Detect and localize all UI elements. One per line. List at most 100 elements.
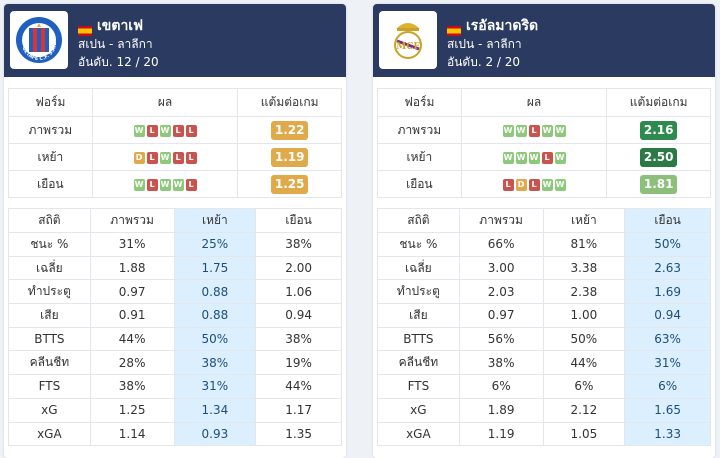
stat-value: 1.69 bbox=[624, 279, 711, 305]
stat-value: 31% bbox=[173, 374, 257, 399]
away-header: เยือน bbox=[255, 208, 342, 233]
form-row-label: เยือน bbox=[377, 170, 462, 198]
form-row-label: ภาพรวม bbox=[8, 116, 93, 144]
result-badge: W bbox=[554, 151, 566, 164]
stats-row: เสีย 0.91 0.88 0.94 bbox=[8, 303, 342, 328]
ppg-badge: 2.50 bbox=[639, 147, 678, 167]
stat-label: xG bbox=[8, 397, 91, 423]
getafe-crest-icon: GETAFE C.F. S.A.D. bbox=[14, 15, 62, 63]
stat-value: 2.00 bbox=[255, 255, 342, 281]
result-badge: W bbox=[502, 151, 514, 164]
stat-value: 1.33 bbox=[624, 421, 711, 447]
result-badge: L bbox=[172, 124, 184, 137]
league-name[interactable]: สเปน - ลาลีกา bbox=[447, 37, 522, 51]
stat-label: ชนะ % bbox=[377, 232, 460, 257]
stat-value: 2.38 bbox=[542, 279, 626, 305]
stat-value: 1.25 bbox=[89, 397, 175, 423]
team-name[interactable]: เขตาเฟ bbox=[97, 18, 144, 34]
stats-row: xG 1.89 2.12 1.65 bbox=[377, 397, 711, 423]
result-badge: L bbox=[528, 124, 540, 137]
overall-header: ภาพรวม bbox=[458, 208, 544, 233]
result-badge: D bbox=[133, 151, 145, 164]
stat-value: 0.88 bbox=[173, 303, 257, 328]
stats-row: เฉลี่ย 3.00 3.38 2.63 bbox=[377, 255, 711, 281]
stat-value: 38% bbox=[255, 326, 342, 352]
form-row-label: เหย้า bbox=[8, 143, 93, 171]
stat-label: ทำประตู bbox=[8, 279, 91, 305]
stat-value: 25% bbox=[173, 232, 257, 257]
team-card-getafe: GETAFE C.F. S.A.D. เขตาเฟ สเปน - ลาลีกา … bbox=[4, 4, 346, 458]
ppg-badge: 1.19 bbox=[270, 147, 309, 167]
team-rank: อันดับ. 2 / 20 bbox=[447, 55, 521, 69]
stat-value: 50% bbox=[542, 326, 626, 352]
stats-row: BTTS 56% 50% 63% bbox=[377, 326, 711, 352]
form-row-label: เยือน bbox=[8, 170, 93, 198]
stat-value: 6% bbox=[624, 374, 711, 399]
stat-value: 6% bbox=[458, 374, 544, 399]
result-badge: W bbox=[159, 178, 171, 191]
stat-value: 0.94 bbox=[255, 303, 342, 328]
result-badge: W bbox=[133, 124, 145, 137]
stats-row: ทำประตู 2.03 2.38 1.69 bbox=[377, 279, 711, 305]
ppg-header: แต้มต่อเกม bbox=[237, 88, 342, 117]
result-badge: L bbox=[185, 151, 197, 164]
result-badge: W bbox=[554, 178, 566, 191]
stats-row: xGA 1.14 0.93 1.35 bbox=[8, 421, 342, 447]
stats-row: เสีย 0.97 1.00 0.94 bbox=[377, 303, 711, 328]
form-row-label: ภาพรวม bbox=[377, 116, 462, 144]
stat-value: 0.88 bbox=[173, 279, 257, 305]
stat-value: 31% bbox=[89, 232, 175, 257]
team-logo[interactable]: MCF bbox=[379, 11, 437, 69]
stat-label: เสีย bbox=[377, 303, 460, 328]
stat-value: 50% bbox=[173, 326, 257, 352]
team-logo[interactable]: GETAFE C.F. S.A.D. bbox=[10, 11, 68, 69]
stat-value: 38% bbox=[255, 232, 342, 257]
stat-label: ชนะ % bbox=[8, 232, 91, 257]
result-badge: W bbox=[541, 124, 553, 137]
stats-row: คลีนชีท 38% 44% 31% bbox=[377, 350, 711, 376]
stats-row: ชนะ % 31% 25% 38% bbox=[8, 232, 342, 257]
stat-value: 38% bbox=[89, 374, 175, 399]
stat-value: 1.89 bbox=[458, 397, 544, 423]
home-header: เหย้า bbox=[173, 208, 257, 233]
stat-value: 1.17 bbox=[255, 397, 342, 423]
stats-row: FTS 6% 6% 6% bbox=[377, 374, 711, 399]
league-name[interactable]: สเปน - ลาลีกา bbox=[78, 37, 153, 51]
stat-value: 6% bbox=[542, 374, 626, 399]
stats-row: xG 1.25 1.34 1.17 bbox=[8, 397, 342, 423]
result-badge: L bbox=[146, 124, 158, 137]
stat-value: 1.34 bbox=[173, 397, 257, 423]
stat-value: 1.75 bbox=[173, 255, 257, 281]
stat-value: 81% bbox=[542, 232, 626, 257]
team-card-real-madrid: MCF เรอัลมาดริด สเปน - ลาลีกา อันดับ. 2 … bbox=[373, 4, 715, 458]
form-header: ฟอร์ม bbox=[377, 88, 462, 117]
stat-label: FTS bbox=[377, 374, 460, 399]
stat-value: 1.19 bbox=[458, 421, 544, 447]
stat-value: 44% bbox=[89, 326, 175, 352]
stat-label: BTTS bbox=[377, 326, 460, 352]
stat-value: 1.35 bbox=[255, 421, 342, 447]
svg-text:MCF: MCF bbox=[396, 42, 420, 52]
result-badge: W bbox=[502, 124, 514, 137]
stat-label: BTTS bbox=[8, 326, 91, 352]
result-badge: L bbox=[146, 178, 158, 191]
team-header: GETAFE C.F. S.A.D. เขตาเฟ สเปน - ลาลีกา … bbox=[4, 4, 346, 77]
result-badge: L bbox=[146, 151, 158, 164]
ppg-header: แต้มต่อเกม bbox=[606, 88, 711, 117]
stat-value: 0.94 bbox=[624, 303, 711, 328]
stat-value: 56% bbox=[458, 326, 544, 352]
team-name[interactable]: เรอัลมาดริด bbox=[466, 18, 539, 34]
result-header: ผล bbox=[91, 88, 239, 117]
stat-label: xG bbox=[377, 397, 460, 423]
real-madrid-crest-icon: MCF bbox=[394, 23, 422, 59]
